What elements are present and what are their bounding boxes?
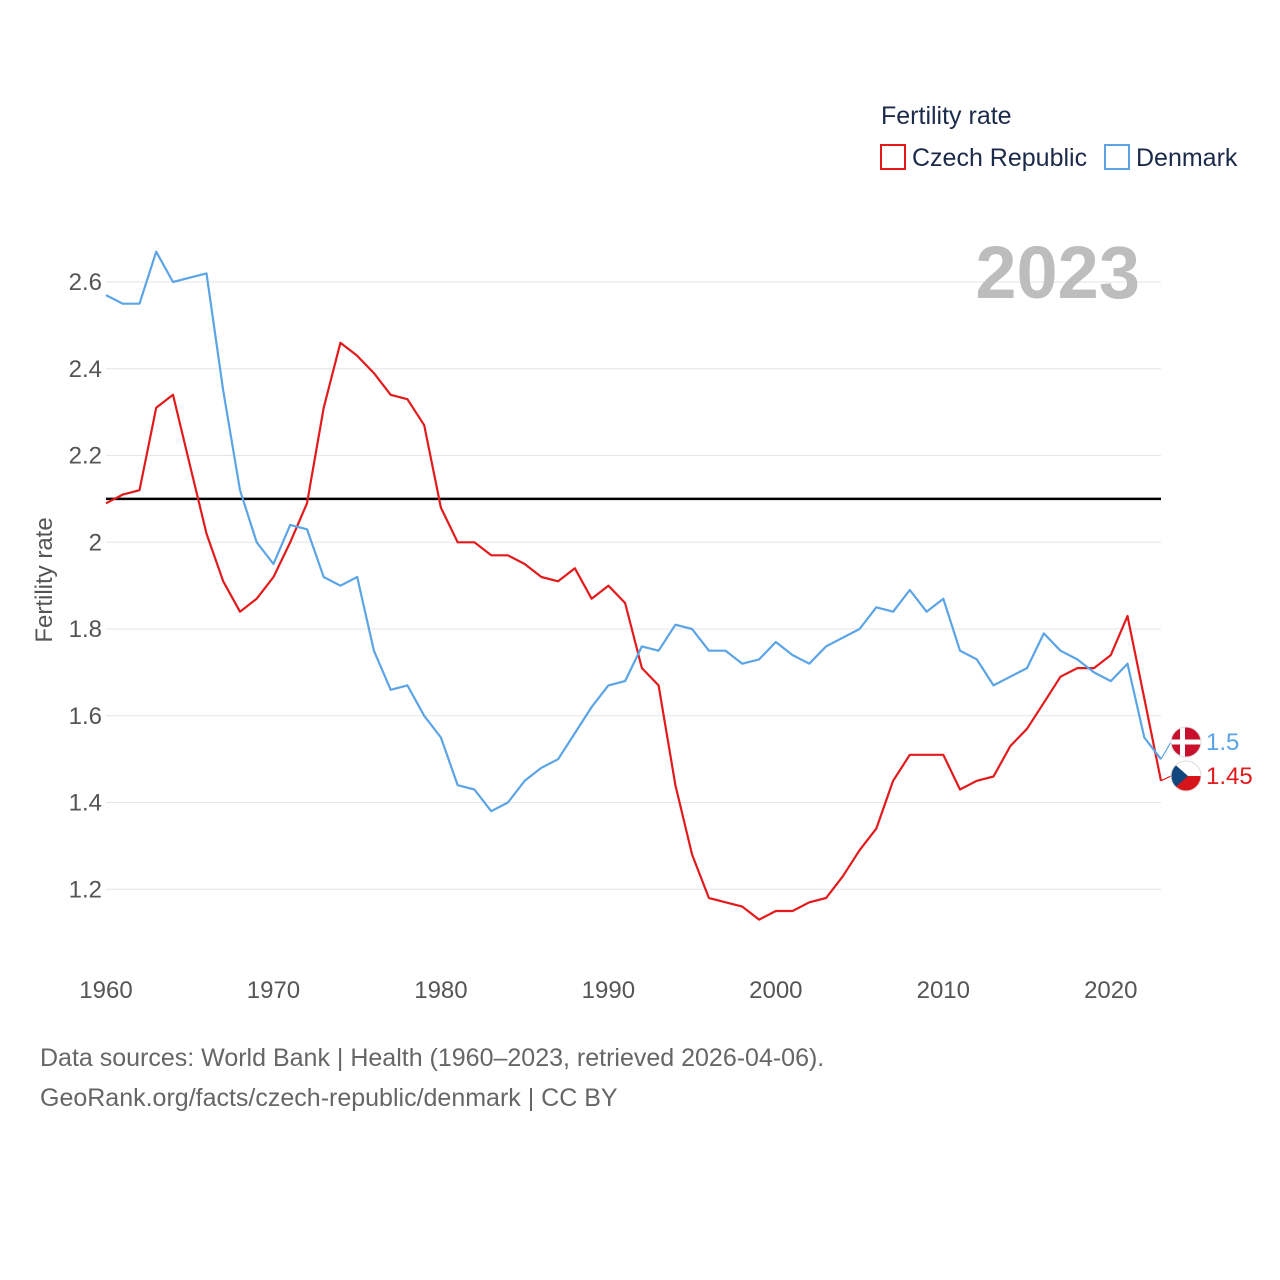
y-tick-label: 1.4 (69, 790, 102, 817)
current-year-label: 2023 (975, 231, 1140, 314)
y-tick-label: 2.6 (69, 269, 102, 296)
connector-czech-republic (1160, 775, 1172, 782)
x-tick-label: 1970 (247, 977, 300, 1004)
x-tick-label: 1980 (414, 977, 467, 1004)
legend-label-denmark[interactable]: Denmark (1136, 144, 1238, 172)
data-sources-footer: Data sources: World Bank | Health (1960–… (40, 1044, 825, 1072)
y-tick-label: 1.6 (69, 703, 102, 730)
legend: Fertility rate Czech Republic Denmark (880, 102, 1238, 172)
x-tick-label: 2000 (749, 977, 802, 1004)
y-axis-label: Fertility rate (31, 517, 58, 642)
y-tick-label: 2 (89, 529, 102, 556)
attribution-footer: GeoRank.org/facts/czech-republic/denmark… (40, 1084, 618, 1112)
flag-border (1170, 760, 1202, 792)
legend-swatch-denmark[interactable] (1104, 144, 1130, 170)
y-tick-label: 1.8 (69, 616, 102, 643)
end-label-czech-republic: 1.45 (1206, 763, 1253, 790)
end-labels: 1.5 1.45 (1160, 726, 1253, 792)
y-tick-label: 2.4 (69, 356, 102, 383)
x-tick-label: 1960 (79, 977, 132, 1004)
legend-swatch-czech-republic[interactable] (880, 144, 906, 170)
legend-title: Fertility rate (881, 102, 1012, 130)
connector-denmark (1160, 741, 1172, 760)
x-axis-ticks: 1960 1970 1980 1990 2000 2010 2020 (79, 977, 1137, 1004)
x-tick-label: 2010 (917, 977, 970, 1004)
series-line-czech-republic (105, 341, 1163, 921)
denmark-flag-icon (1170, 726, 1202, 758)
series-line-denmark (105, 250, 1162, 813)
flag-border (1170, 726, 1202, 758)
x-tick-label: 1990 (582, 977, 635, 1004)
flag-body (1171, 727, 1201, 757)
grid-lines (106, 281, 1161, 890)
y-tick-label: 1.2 (69, 876, 102, 903)
flag-cross-h (1171, 739, 1201, 745)
legend-label-czech-republic[interactable]: Czech Republic (912, 144, 1087, 172)
flag-triangle (1171, 761, 1188, 791)
flag-cross-v (1180, 727, 1185, 757)
x-tick-label: 2020 (1084, 977, 1137, 1004)
czech-flag-icon (1170, 760, 1202, 792)
end-label-denmark: 1.5 (1206, 729, 1239, 756)
series-lines (105, 250, 1163, 921)
y-axis-ticks: 1.2 1.4 1.6 1.8 2 2.2 2.4 2.6 (69, 269, 102, 903)
y-tick-label: 2.2 (69, 443, 102, 470)
flag-body (1171, 761, 1201, 791)
